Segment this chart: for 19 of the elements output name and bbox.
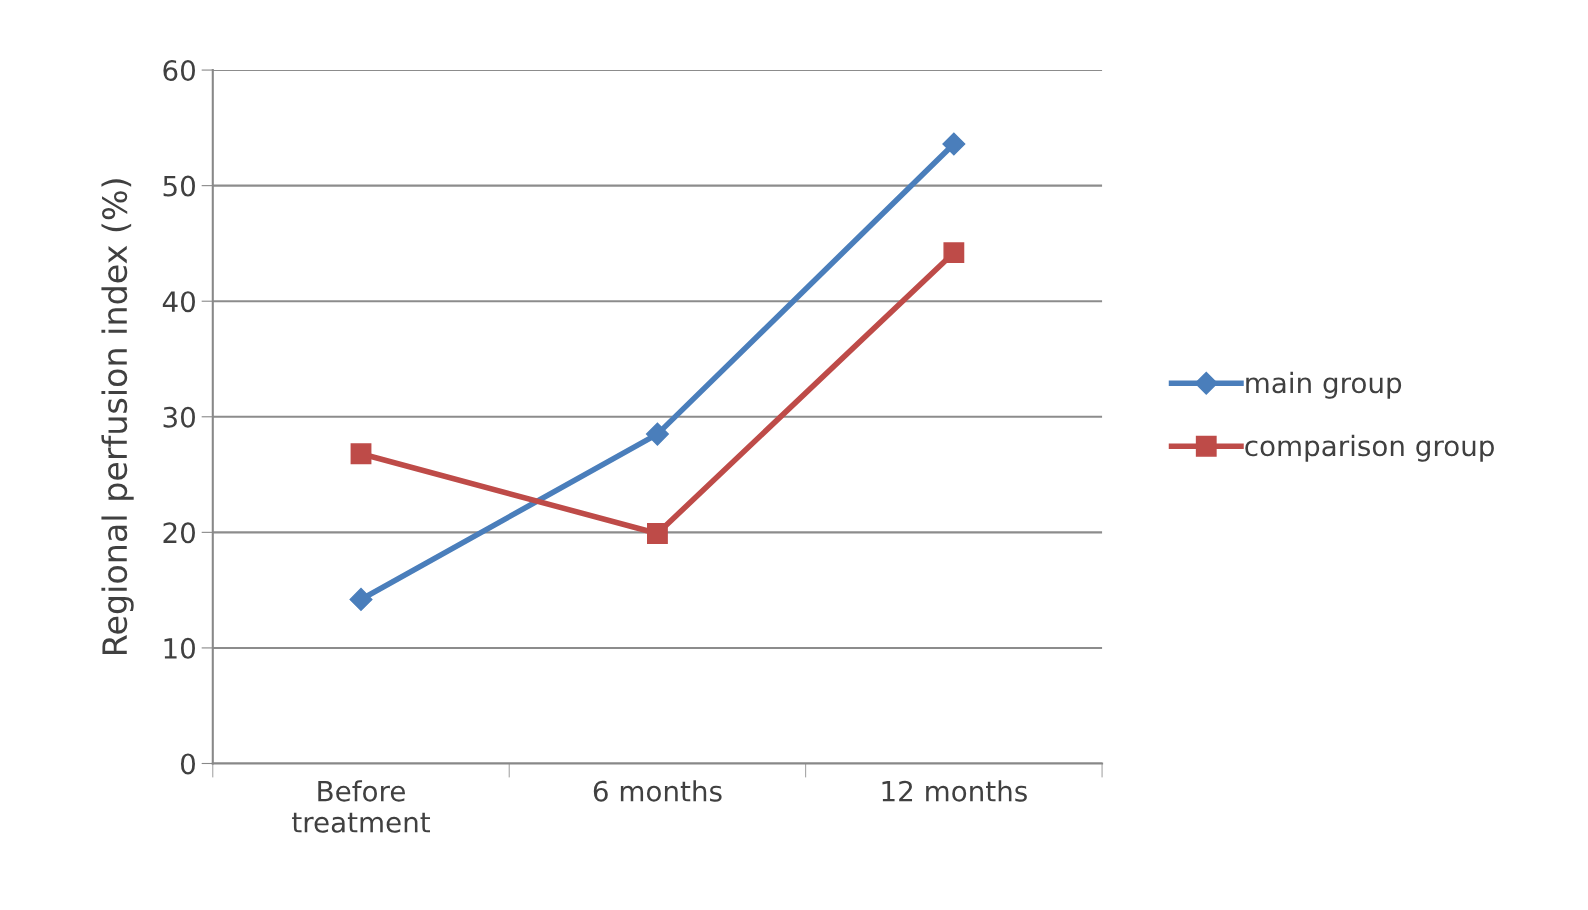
- y-tick-label: 30: [163, 406, 195, 428]
- y-tick-label: 50: [163, 175, 195, 197]
- y-tick-label: 20: [163, 522, 195, 544]
- point: [645, 422, 669, 446]
- legend-label: main group: [1246, 371, 1402, 399]
- x-tick-label: 6 months: [593, 780, 722, 802]
- y-tick-label: 40: [162, 291, 195, 313]
- y-axis-title: Regional perfusion index (%): [101, 179, 134, 654]
- legend-label: comparison group: [1245, 434, 1494, 462]
- point: [943, 242, 965, 264]
- x-tick-label: 12 months: [882, 780, 1027, 802]
- y-tick-label: 10: [164, 637, 195, 659]
- point: [349, 587, 373, 611]
- y-tick-label: 0: [180, 753, 195, 775]
- point: [942, 132, 966, 156]
- y-tick-label: 60: [163, 60, 195, 82]
- point: [647, 523, 668, 544]
- point: [350, 443, 372, 465]
- x-tick-label: Before treatment: [292, 780, 431, 833]
